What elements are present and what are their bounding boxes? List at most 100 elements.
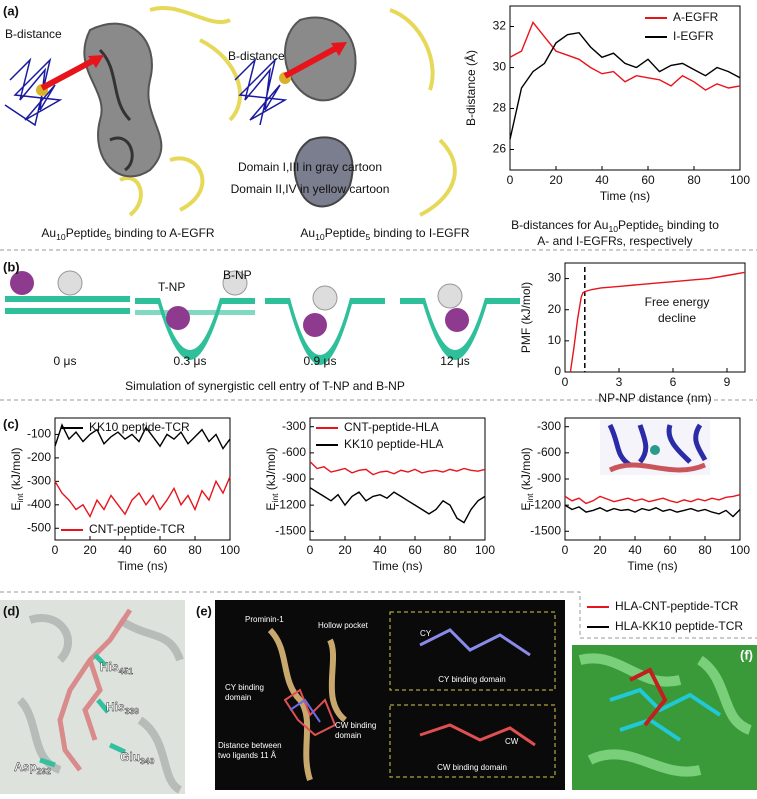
- subscript: 10: [608, 224, 618, 234]
- panel-label: (b): [3, 259, 20, 274]
- y-tick-label: -1200: [530, 497, 561, 511]
- subscript: int: [270, 493, 280, 503]
- text-part: Au: [300, 226, 315, 240]
- y-tick-label: -1200: [275, 497, 306, 511]
- x-tick-label: 20: [83, 543, 97, 557]
- annotation: B-NP: [223, 268, 252, 282]
- panel-label: (a): [3, 3, 19, 18]
- caption: Au10Peptide5 binding to A-EGFR: [41, 226, 214, 242]
- structure-render: [572, 645, 757, 790]
- y-tick-label: -300: [27, 474, 51, 488]
- x-tick-label: 100: [730, 543, 750, 557]
- subscript: 5: [106, 232, 111, 242]
- x-tick-label: 60: [408, 543, 422, 557]
- subscript: 5: [365, 232, 370, 242]
- text-part: (kJ/mol): [264, 447, 278, 493]
- plot-frame: [509, 5, 741, 171]
- data-line: [54, 476, 231, 519]
- residue-label: His451: [100, 660, 133, 676]
- subscript: 451: [119, 666, 134, 676]
- plot-frame: [564, 262, 746, 373]
- x-tick-label: 80: [188, 543, 202, 557]
- structure-render: [0, 600, 185, 794]
- text-part: E: [519, 503, 533, 511]
- annotation: Free energy: [645, 295, 710, 309]
- text-part: (kJ/mol): [519, 447, 533, 493]
- annotation: decline: [658, 311, 696, 325]
- x-axis-label: Time (ns): [600, 189, 650, 203]
- data-line: [509, 31, 741, 140]
- y-tick-label: -600: [537, 445, 561, 459]
- annotation: CY binding: [225, 683, 264, 692]
- text-part: Peptide: [66, 226, 107, 240]
- legend-label: KK10 peptide-TCR: [89, 420, 190, 434]
- x-tick-label: 60: [641, 173, 655, 187]
- text-part: Asp: [14, 760, 37, 774]
- y-axis-label: Eint (kJ/mol): [264, 447, 280, 510]
- x-tick-label: 100: [730, 173, 750, 187]
- y-tick-label: 30: [548, 271, 562, 285]
- annotation: B-distance: [228, 49, 285, 63]
- y-tick-label: -400: [27, 497, 51, 511]
- y-tick-label: -100: [27, 427, 51, 441]
- annotation: Distance between: [218, 741, 282, 750]
- subscript: int: [525, 493, 535, 503]
- x-tick-label: 0: [562, 375, 569, 389]
- panel-label: (c): [3, 416, 19, 431]
- residue-label: Glu340: [120, 750, 155, 766]
- text-part: Peptide: [325, 226, 366, 240]
- residue-label: His339: [106, 700, 139, 716]
- caption: A- and I-EGFRs, respectively: [537, 234, 692, 248]
- annotation: CY binding domain: [438, 675, 505, 684]
- y-tick-label: 30: [493, 60, 507, 74]
- x-tick-label: 100: [220, 543, 240, 557]
- x-tick-label: 80: [687, 173, 701, 187]
- data-line: [564, 504, 741, 518]
- annotation: Domain II,IV in yellow cartoon: [231, 182, 390, 196]
- caption: Simulation of synergistic cell entry of …: [125, 379, 405, 393]
- subscript: 10: [315, 232, 325, 242]
- y-tick-label: 32: [493, 19, 507, 33]
- annotation: Domain I,III in gray cartoon: [238, 160, 382, 174]
- x-tick-label: 20: [338, 543, 352, 557]
- caption: Au10Peptide5 binding to I-EGFR: [300, 226, 469, 242]
- legend-label: KK10 peptide-HLA: [344, 437, 443, 451]
- data-line: [569, 271, 746, 373]
- text-part: binding to A-EGFR: [111, 226, 215, 240]
- text-part: Au: [41, 226, 56, 240]
- x-tick-label: 9: [724, 375, 731, 389]
- y-tick-label: -900: [282, 471, 306, 485]
- annotation: Hollow pocket: [318, 621, 369, 630]
- protein-render: [4, 6, 457, 217]
- y-tick-label: -300: [537, 419, 561, 433]
- legend-label: HLA-KK10 peptide-TCR: [615, 619, 743, 633]
- x-tick-label: 40: [118, 543, 132, 557]
- y-tick-label: -300: [282, 419, 306, 433]
- text-part: E: [9, 503, 23, 511]
- y-tick-label: 28: [493, 101, 507, 115]
- y-tick-label: -200: [27, 450, 51, 464]
- time-label: 0.3 μs: [174, 354, 207, 368]
- legend-label: HLA-CNT-peptide-TCR: [615, 599, 739, 613]
- y-tick-label: -500: [27, 520, 51, 534]
- y-tick-label: -900: [537, 471, 561, 485]
- caption: B-distances for Au10Peptide5 binding to: [511, 218, 719, 234]
- y-axis-label: Eint (kJ/mol): [519, 447, 535, 510]
- x-tick-label: 60: [153, 543, 167, 557]
- legend-label: CNT-peptide-HLA: [344, 420, 439, 434]
- x-tick-label: 0: [52, 543, 59, 557]
- annotation: two ligands 11 Å: [218, 751, 277, 760]
- y-tick-label: -1500: [530, 523, 561, 537]
- x-tick-label: 20: [593, 543, 607, 557]
- annotation: CW binding: [335, 721, 376, 730]
- legend-label: CNT-peptide-TCR: [89, 522, 185, 536]
- subscript: int: [15, 493, 25, 503]
- text-part: E: [264, 503, 278, 511]
- data-line: [54, 423, 231, 450]
- time-label: 0.9 μs: [304, 354, 337, 368]
- subscript: 339: [125, 706, 140, 716]
- text-part: His: [106, 700, 125, 714]
- y-tick-label: 0: [554, 364, 561, 378]
- data-line: [564, 494, 741, 505]
